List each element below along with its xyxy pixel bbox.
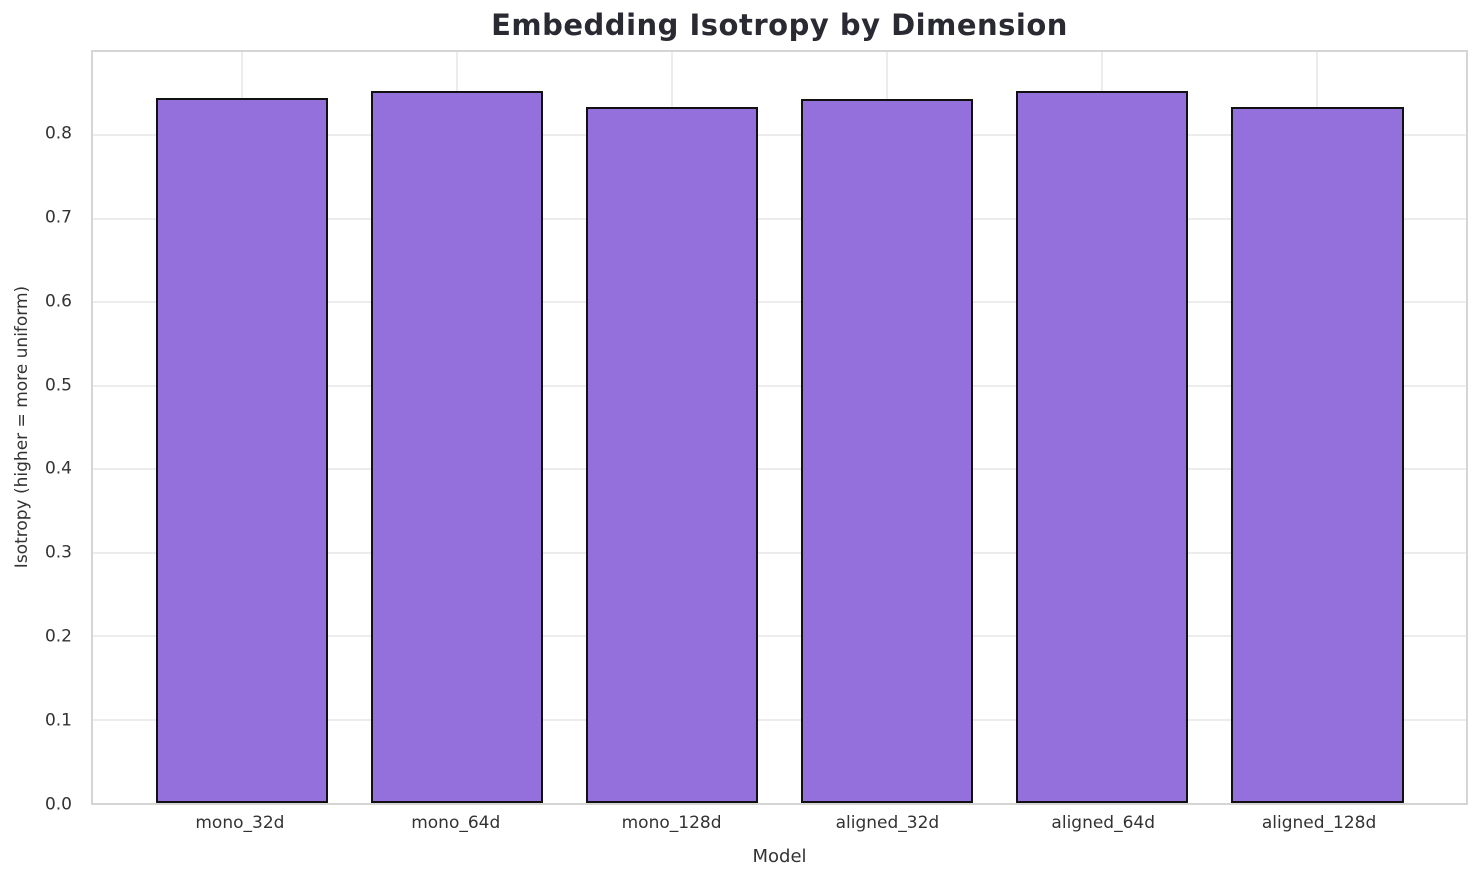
y-axis-tick-labels: 0.0 0.1 0.2 0.3 0.4 0.5 0.6 0.7 0.8 <box>0 50 80 813</box>
y-tick-label: 0.2 <box>44 626 72 647</box>
horizontal-gridline <box>93 635 1466 638</box>
bars-container <box>93 52 1466 803</box>
bar-slot-mono_32d <box>134 52 349 803</box>
bar-aligned_128d <box>1231 107 1404 803</box>
y-tick-label: 0.6 <box>44 291 72 312</box>
y-tick-label: 0.3 <box>44 542 72 563</box>
y-tick-label: 0.1 <box>44 710 72 731</box>
bar-slot-aligned_32d <box>780 52 995 803</box>
horizontal-gridline <box>93 718 1466 721</box>
bar-slot-mono_128d <box>564 52 779 803</box>
chart-title: Embedding Isotropy by Dimension <box>491 8 1068 42</box>
x-tick-label-aligned_128d: aligned_128d <box>1261 813 1377 833</box>
bar-slot-mono_64d <box>349 52 564 803</box>
x-tick-label-mono_64d: mono_64d <box>411 813 501 833</box>
bar-aligned_32d <box>801 98 974 803</box>
bar-mono_128d <box>585 107 758 803</box>
y-tick-label: 0.8 <box>44 123 72 144</box>
y-tick-label: 0.4 <box>44 458 72 479</box>
bar-aligned_64d <box>1016 91 1189 803</box>
horizontal-gridline <box>93 551 1466 554</box>
horizontal-gridline <box>93 301 1466 304</box>
horizontal-gridline <box>93 384 1466 387</box>
y-tick-label: 0.5 <box>44 375 72 396</box>
x-axis-label: Model <box>752 846 807 867</box>
x-tick-label-mono_128d: mono_128d <box>621 813 722 833</box>
horizontal-gridline <box>93 468 1466 471</box>
bar-slot-aligned_64d <box>995 52 1210 803</box>
y-tick-label: 0.0 <box>44 794 72 815</box>
plot-area <box>91 50 1468 805</box>
bar-mono_64d <box>370 91 543 803</box>
bar-slot-aligned_128d <box>1210 52 1425 803</box>
horizontal-gridline <box>93 134 1466 137</box>
bar-mono_32d <box>155 97 328 803</box>
x-axis-tick-labels: mono_32d mono_64d mono_128d aligned_32d alig… <box>91 813 1468 833</box>
x-tick-label-aligned_32d: aligned_32d <box>835 813 940 833</box>
x-tick-label-aligned_64d: aligned_64d <box>1051 813 1156 833</box>
x-tick-label-mono_32d: mono_32d <box>195 813 285 833</box>
y-tick-label: 0.7 <box>44 207 72 228</box>
horizontal-gridline <box>93 217 1466 220</box>
